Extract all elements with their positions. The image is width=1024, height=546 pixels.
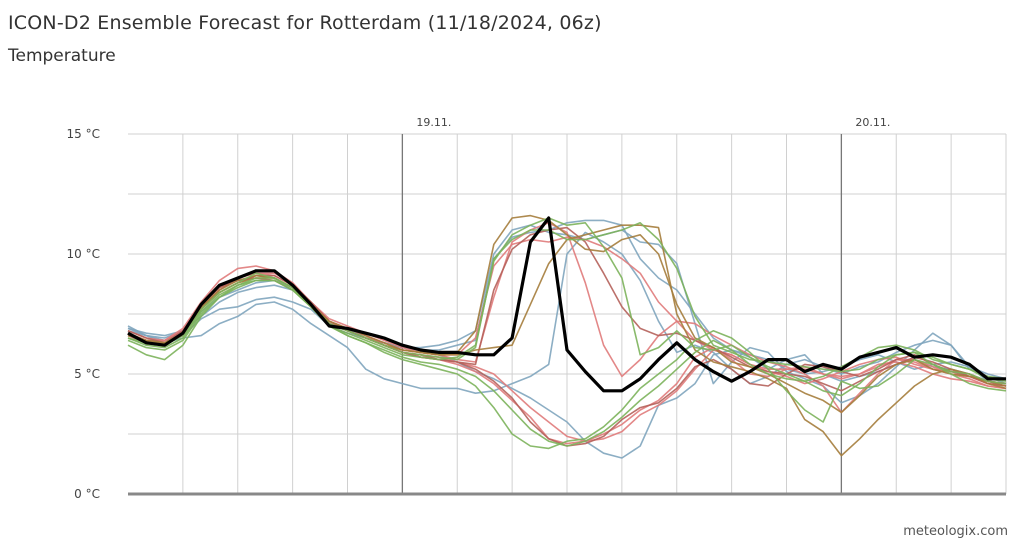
chart-subtitle: Temperature	[8, 46, 116, 66]
y-tick-label: 15 °C	[67, 127, 100, 141]
y-tick-label: 5 °C	[74, 367, 100, 381]
ensemble-member-line	[127, 272, 1007, 443]
day-label: 19.11.	[416, 116, 451, 129]
y-tick-label: 10 °C	[67, 247, 100, 261]
y-tick-label: 0 °C	[74, 487, 100, 501]
ensemble-member-line	[127, 231, 1007, 395]
chart-title: ICON-D2 Ensemble Forecast for Rotterdam …	[8, 12, 602, 34]
main-run-line	[127, 216, 1006, 393]
day-markers: 19.11. 20.11.	[401, 116, 890, 494]
ensemble-member-line	[127, 222, 1007, 382]
ensemble-member-line	[127, 226, 1007, 392]
day-label: 20.11.	[855, 116, 890, 129]
source-credit: meteologix.com	[903, 524, 1008, 539]
y-axis-ticks: 0 °C 5 °C 10 °C 15 °C	[67, 127, 100, 501]
main-run	[127, 216, 1006, 393]
chart-grid	[128, 133, 1007, 494]
